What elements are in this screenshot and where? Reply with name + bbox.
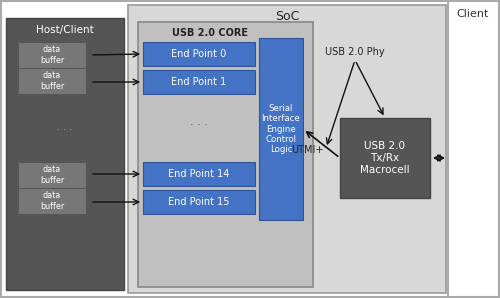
Text: data
buffer: data buffer [40, 191, 64, 211]
Text: USB 2.0
Tx/Rx
Macrocell: USB 2.0 Tx/Rx Macrocell [360, 141, 410, 175]
Bar [18, 162, 86, 188]
Bar [143, 42, 255, 66]
Text: ·
·
·
·: · · · · [264, 111, 266, 139]
Text: data
buffer: data buffer [40, 165, 64, 185]
Text: End Point 1: End Point 1 [172, 77, 226, 87]
Text: End Point 0: End Point 0 [172, 49, 226, 59]
Bar [18, 188, 86, 214]
Text: USB 2.0 Phy: USB 2.0 Phy [325, 47, 385, 57]
Text: End Point 15: End Point 15 [168, 197, 230, 207]
Bar [6, 18, 124, 290]
Text: USB 2.0 CORE: USB 2.0 CORE [172, 28, 248, 38]
Text: · · ·: · · · [190, 120, 208, 130]
Text: Serial
Interface
Engine
Control
Logic: Serial Interface Engine Control Logic [262, 104, 300, 154]
Bar [259, 38, 303, 220]
Bar [138, 22, 313, 287]
Text: · · ·: · · · [58, 125, 72, 135]
Text: End Point 14: End Point 14 [168, 169, 230, 179]
Bar [340, 118, 430, 198]
Bar [143, 190, 255, 214]
Bar [128, 5, 446, 293]
Bar [448, 1, 499, 297]
Text: Client: Client [457, 9, 489, 19]
Text: UTMI+: UTMI+ [292, 145, 324, 155]
Bar [18, 42, 86, 68]
Text: data
buffer: data buffer [40, 45, 64, 65]
Text: SoC: SoC [275, 10, 299, 24]
Text: data
buffer: data buffer [40, 71, 64, 91]
Text: Host/Client: Host/Client [36, 25, 94, 35]
Bar [143, 162, 255, 186]
Bar [143, 70, 255, 94]
Bar [18, 68, 86, 94]
